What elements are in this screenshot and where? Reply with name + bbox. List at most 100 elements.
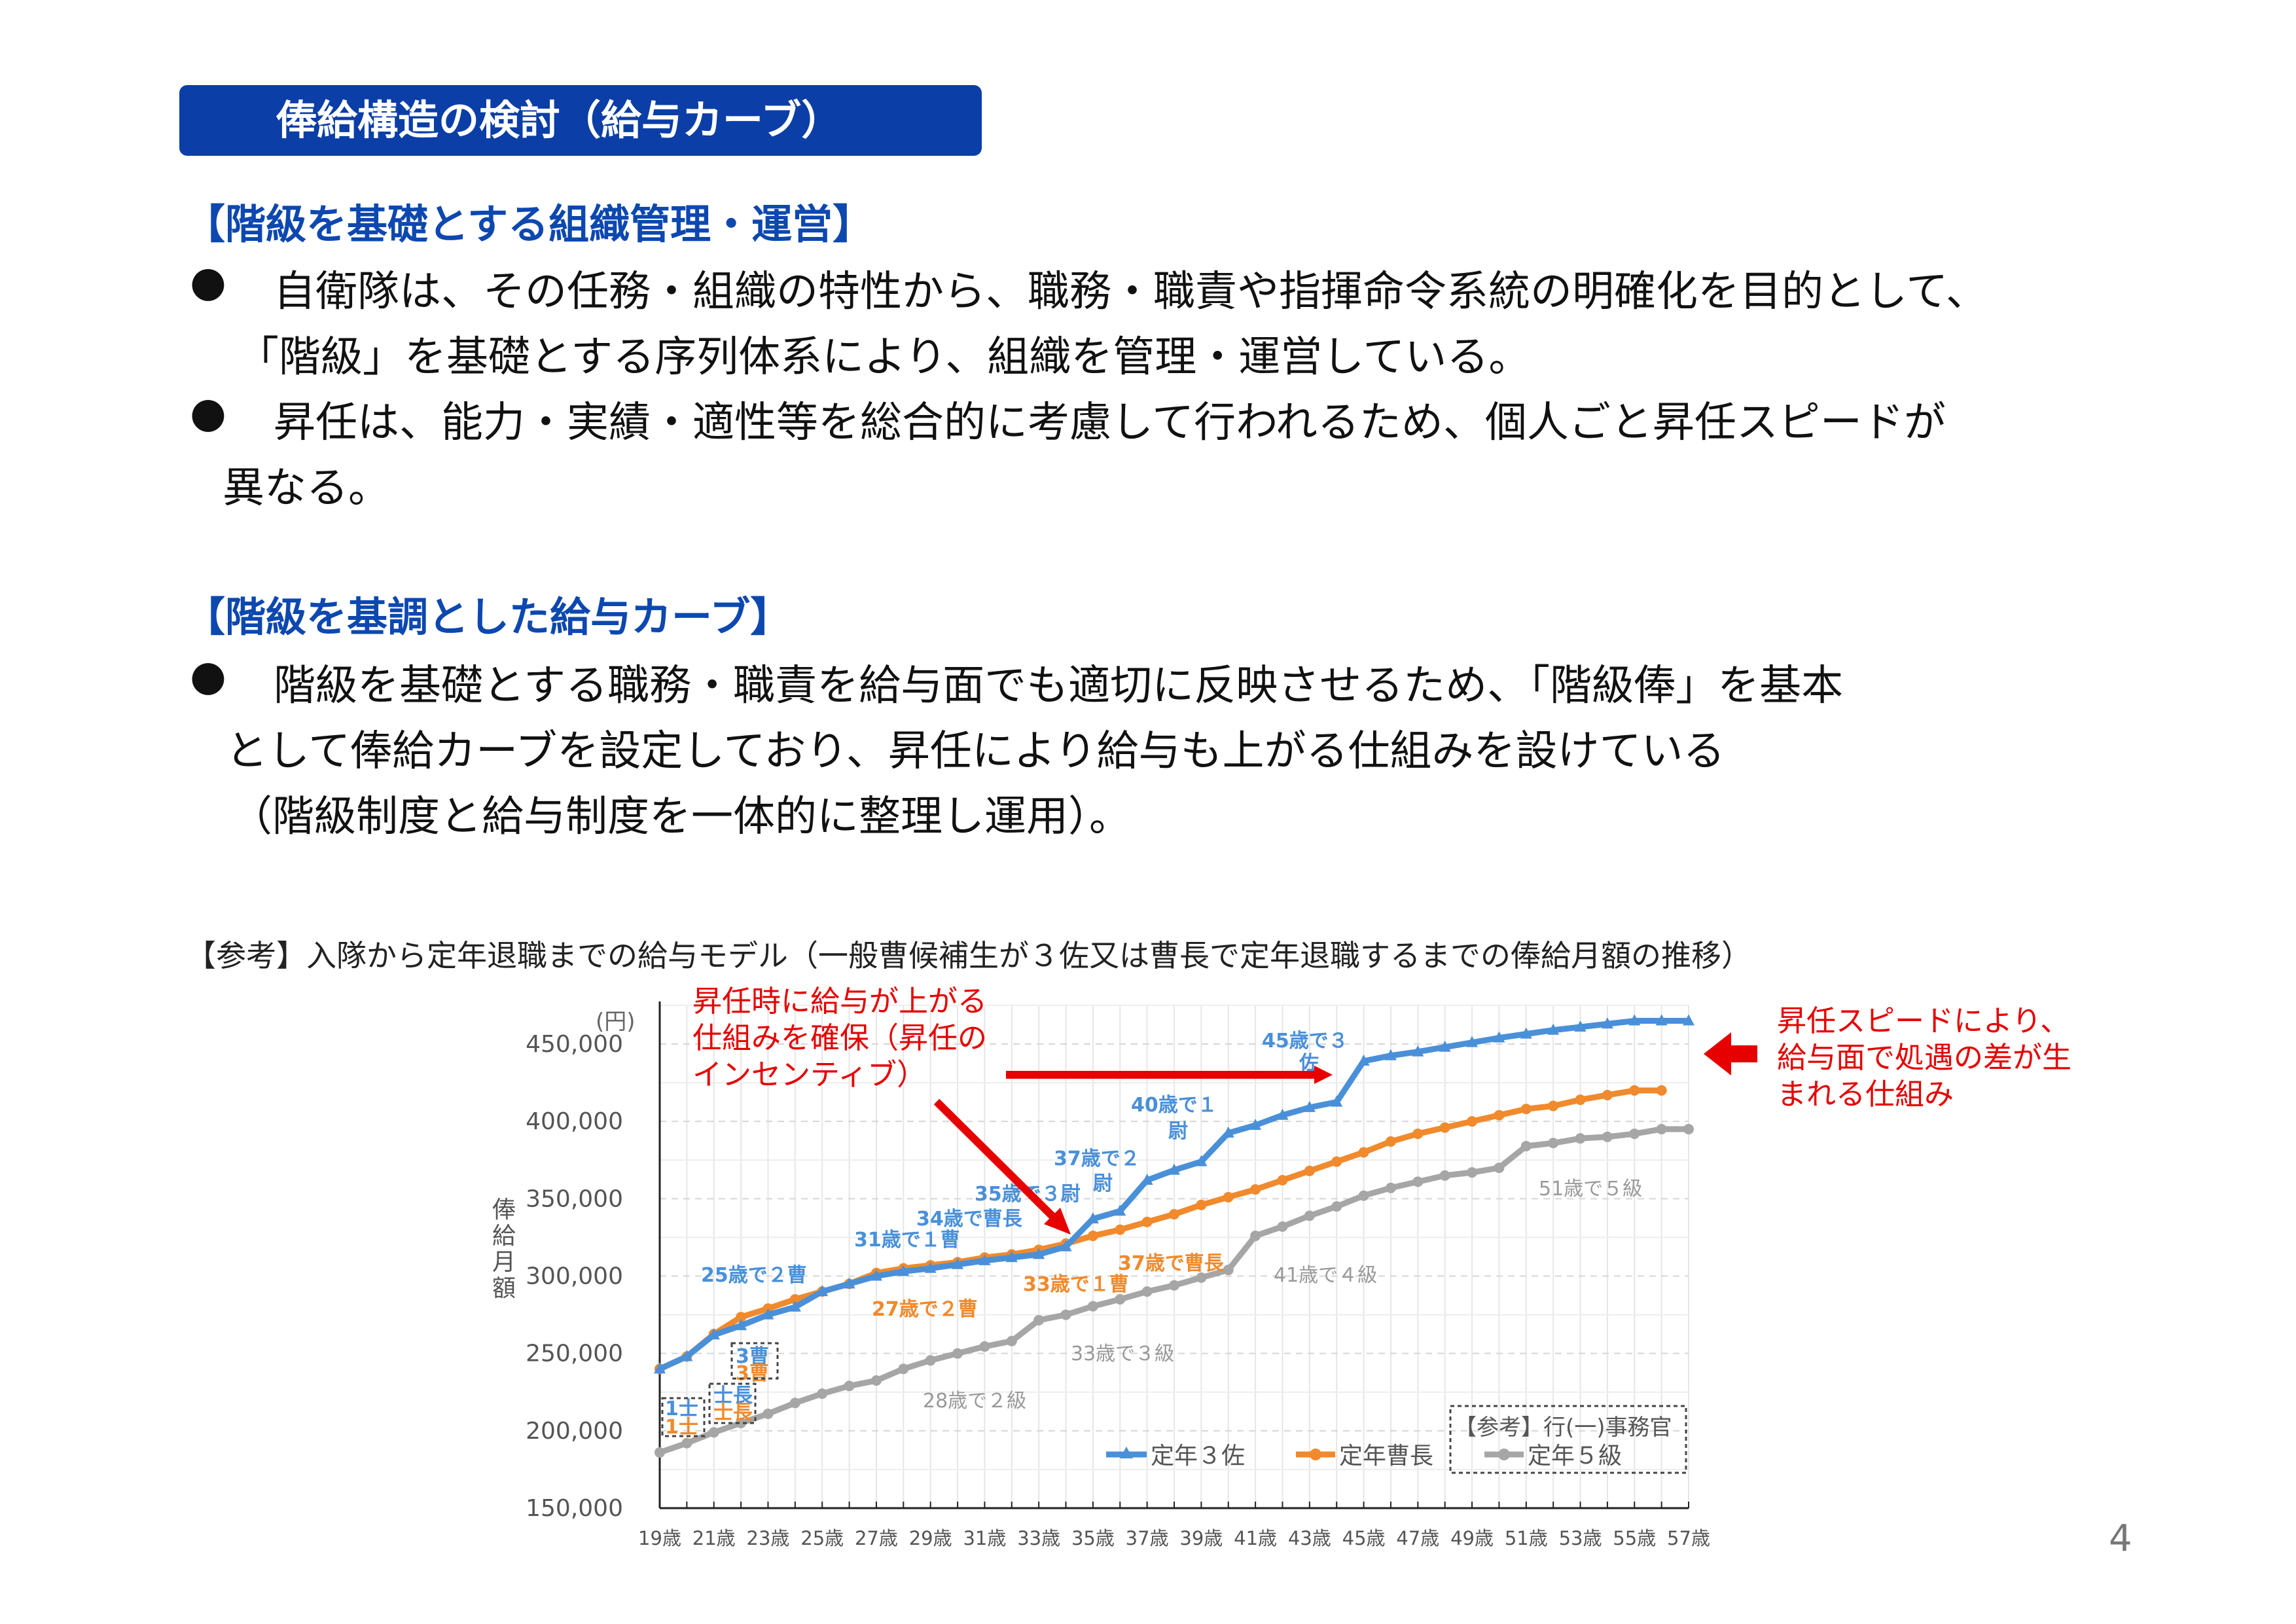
x-tick-label: 23歳	[747, 1527, 790, 1549]
data-point-circle	[1412, 1176, 1424, 1187]
data-point-triangle	[1655, 1014, 1668, 1026]
data-point-triangle	[1086, 1212, 1099, 1224]
data-point-circle	[1439, 1170, 1450, 1181]
label-blue-3sou: 3曹	[736, 1345, 769, 1368]
rank-box-3sou	[730, 1342, 779, 1380]
label-blue-37: 37歳で２	[1054, 1147, 1140, 1170]
legend: 定年３佐 定年曹長 【参考】行(一)事務官 定年５級	[1106, 1415, 1672, 1470]
bullet-text: 自衛隊は、その任務・組織の特性から、職務・職責や指揮命令系統の明確化を目的として…	[274, 268, 1988, 316]
arrow-head-icon	[1044, 1208, 1071, 1235]
y-axis-title-char: 給	[492, 1223, 516, 1250]
data-point-circle	[1520, 1140, 1532, 1151]
y-unit-label: (円)	[596, 1009, 636, 1035]
data-point-circle	[1169, 1280, 1179, 1291]
data-point-circle	[1358, 1190, 1369, 1201]
promotion-speed-note: 昇任スピードにより、 給与面で処遇の差が生 まれる仕組み	[1777, 1003, 2072, 1111]
data-point-circle	[979, 1341, 990, 1352]
data-point-triangle	[789, 1300, 801, 1312]
x-tick-label: 37歳	[1126, 1527, 1169, 1549]
left-arrow-icon	[1704, 1032, 1757, 1075]
y-axis-title-char: 月	[492, 1249, 516, 1276]
data-point-circle	[844, 1380, 855, 1392]
x-tick-label: 21歳	[692, 1527, 736, 1549]
x-tick-label: 47歳	[1396, 1527, 1439, 1549]
data-point-triangle	[1439, 1040, 1451, 1052]
data-point-triangle	[1168, 1163, 1180, 1175]
data-point-circle	[1087, 1231, 1098, 1242]
data-point-circle	[1358, 1147, 1369, 1158]
y-tick-label: 350,000	[526, 1185, 623, 1212]
y-tick-label: 150,000	[526, 1495, 623, 1522]
series	[654, 1014, 1695, 1458]
data-point-triangle	[1276, 1108, 1289, 1120]
data-point-triangle	[1141, 1173, 1153, 1185]
data-point-circle	[1602, 1089, 1613, 1100]
data-point-circle	[1033, 1314, 1045, 1326]
data-point-circle	[1602, 1131, 1613, 1142]
data-point-circle	[1196, 1199, 1207, 1210]
page-title: 俸給構造の検討（給与カーブ）	[179, 85, 982, 156]
data-point-circle	[789, 1293, 800, 1305]
data-point-circle	[762, 1408, 774, 1419]
data-point-triangle	[1005, 1251, 1018, 1263]
legend-label-blue: 定年３佐	[1151, 1443, 1245, 1470]
data-point-triangle	[1249, 1119, 1262, 1130]
x-tick-label: 29歳	[909, 1527, 952, 1549]
data-point-circle	[1277, 1221, 1288, 1232]
x-tick-label: 41歳	[1234, 1527, 1277, 1549]
axes: 150,000 200,000 250,000 300,000 350,000 400,0…	[526, 1001, 1710, 1549]
data-point-circle	[1304, 1165, 1315, 1176]
bullet-text: として俸給カーブを設定しており、昇任により給与も上がる仕組みを設けている	[226, 727, 1725, 776]
data-point-circle	[817, 1388, 828, 1399]
data-point-circle	[1575, 1133, 1586, 1144]
diagonal-arrow-line	[933, 1098, 1058, 1222]
data-point-triangle	[735, 1319, 747, 1331]
data-point-circle	[1141, 1216, 1153, 1227]
label-orange-3sou: 3曹	[736, 1362, 769, 1385]
data-point-circle	[1196, 1272, 1207, 1283]
data-point-triangle	[1033, 1248, 1045, 1259]
data-point-circle	[1115, 1224, 1126, 1235]
bullet-text: 「階級」を基礎とする序列体系により、組織を管理・運営している。	[237, 333, 1531, 382]
data-point-circle	[1223, 1191, 1234, 1202]
label-gray-41: 41歳で４級	[1274, 1264, 1377, 1287]
label-orange-33: 33歳で１曹	[1023, 1273, 1129, 1296]
legend-circle-icon	[1310, 1449, 1321, 1460]
x-tick-label: 31歳	[963, 1527, 1006, 1549]
data-point-circle	[1087, 1301, 1098, 1312]
y-axis-title-char: 額	[492, 1275, 516, 1302]
data-point-triangle	[1222, 1126, 1234, 1138]
data-point-triangle	[1493, 1031, 1505, 1043]
label-gray-51: 51歳で５級	[1539, 1178, 1642, 1200]
data-point-triangle	[1520, 1027, 1532, 1039]
data-point-circle	[1548, 1100, 1559, 1111]
data-point-circle	[1656, 1085, 1667, 1096]
data-point-circle	[1629, 1128, 1640, 1140]
legend-circle-icon	[1498, 1449, 1510, 1460]
data-point-circle	[1520, 1104, 1532, 1115]
data-point-triangle	[1384, 1049, 1397, 1060]
bullet-text: 昇任は、能力・実績・適性等を総合的に考慮して行われるため、個人ごと昇任スピードが	[274, 399, 1946, 447]
label-blue-40b: 尉	[1168, 1120, 1188, 1143]
label-blue-shicho: 士長	[713, 1384, 753, 1407]
data-point-circle	[1223, 1265, 1234, 1276]
data-point-circle	[1629, 1085, 1640, 1096]
data-point-triangle	[978, 1254, 991, 1265]
x-tick-label: 19歳	[638, 1527, 681, 1549]
label-blue-1shi: 1士	[665, 1398, 698, 1420]
data-point-triangle	[1060, 1240, 1072, 1252]
x-tick-label: 25歳	[800, 1527, 844, 1549]
series-line-定年曹長	[658, 1087, 1662, 1372]
data-point-circle	[1656, 1123, 1667, 1134]
data-point-circle	[708, 1427, 719, 1438]
data-point-circle	[1494, 1163, 1505, 1174]
label-orange-27: 27歳で２曹	[872, 1298, 978, 1321]
x-tick-label: 49歳	[1450, 1527, 1494, 1549]
data-point-circle	[1575, 1094, 1586, 1106]
data-point-triangle	[897, 1265, 910, 1276]
data-point-triangle	[1114, 1204, 1126, 1216]
data-point-circle	[1331, 1201, 1342, 1212]
y-tick-label: 200,000	[526, 1418, 623, 1445]
x-tick-label: 55歳	[1613, 1527, 1656, 1549]
label-gray-33: 33歳で３級	[1071, 1343, 1174, 1365]
